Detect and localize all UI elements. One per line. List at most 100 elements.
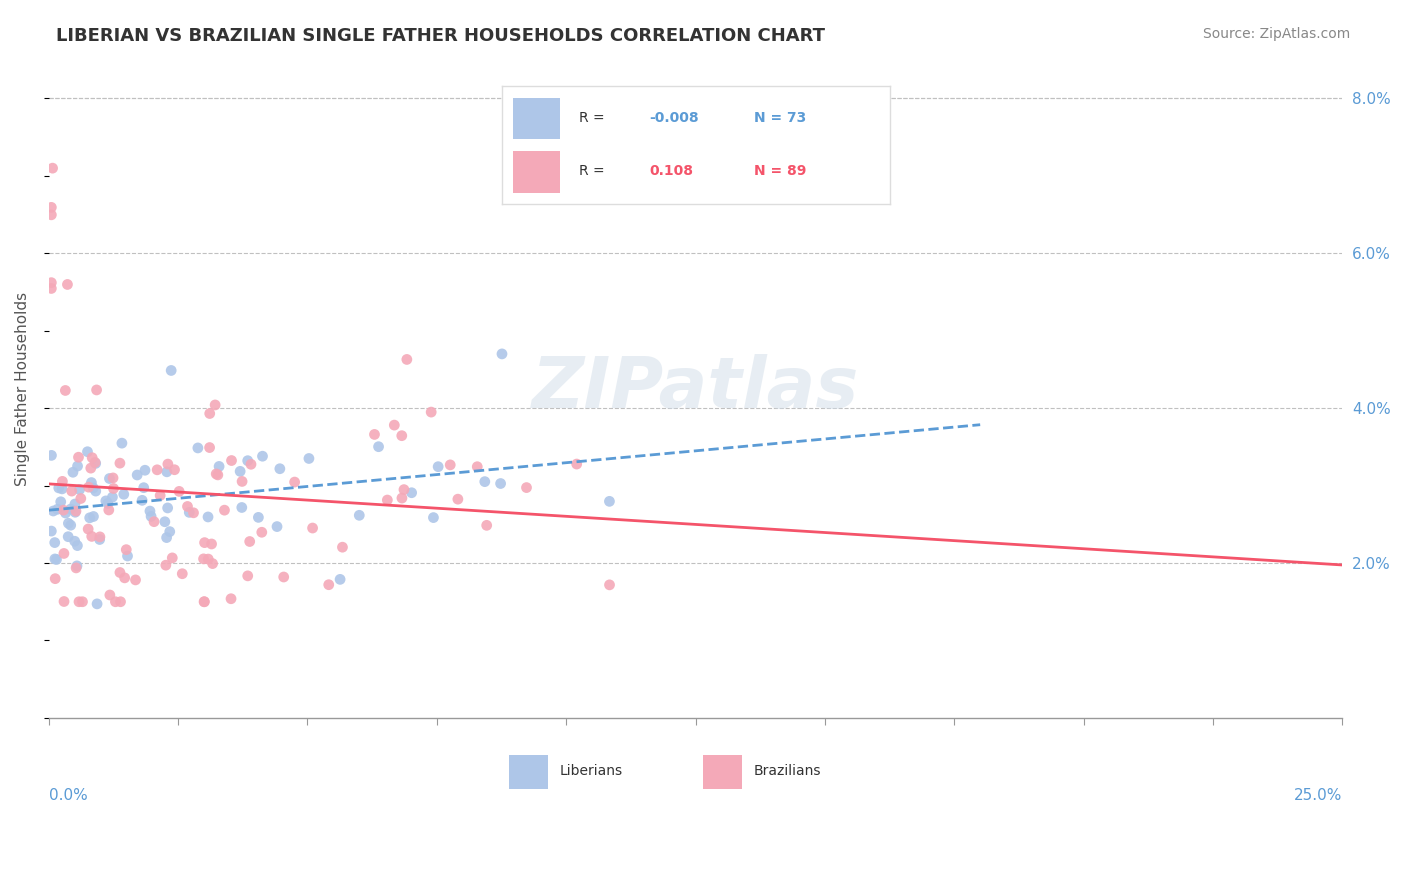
Point	[65, 561, 87, 575]
Point	[108, 566, 131, 580]
Point	[439, 458, 461, 472]
Point	[94, 494, 117, 508]
Point	[101, 490, 124, 504]
Point	[207, 467, 229, 482]
Point	[515, 481, 537, 495]
Point	[56, 277, 79, 292]
Point	[598, 494, 620, 508]
Point	[156, 500, 179, 515]
Point	[84, 484, 107, 499]
Point	[63, 497, 86, 511]
Point	[53, 594, 76, 608]
Point	[134, 463, 156, 477]
Point	[80, 529, 103, 543]
Point	[395, 352, 418, 367]
Point	[59, 502, 82, 516]
Point	[155, 558, 177, 573]
Point	[491, 347, 513, 361]
Point	[392, 483, 415, 497]
Point	[329, 573, 352, 587]
Point	[273, 570, 295, 584]
Point	[247, 510, 270, 524]
Point	[146, 463, 169, 477]
Point	[214, 503, 236, 517]
Point	[198, 407, 221, 421]
Point	[58, 516, 80, 531]
Point	[52, 503, 75, 517]
Point	[101, 471, 124, 485]
Point	[114, 571, 136, 585]
Point	[77, 480, 100, 494]
Point	[219, 591, 242, 606]
Point	[427, 459, 450, 474]
Point	[42, 504, 65, 518]
Point	[465, 459, 488, 474]
Point	[204, 398, 226, 412]
Point	[41, 208, 63, 222]
Point	[375, 493, 398, 508]
Text: 0.0%: 0.0%	[49, 788, 87, 803]
Point	[44, 535, 66, 549]
Point	[110, 595, 132, 609]
Point	[41, 276, 63, 290]
Point	[131, 493, 153, 508]
Point	[205, 467, 228, 481]
Point	[41, 524, 63, 538]
Point	[82, 481, 104, 495]
Point	[197, 552, 219, 566]
Point	[98, 588, 121, 602]
Point	[98, 471, 121, 485]
Point	[565, 457, 588, 471]
Point	[183, 506, 205, 520]
Point	[474, 475, 496, 489]
Point	[250, 525, 273, 540]
Point	[172, 566, 194, 581]
Point	[187, 441, 209, 455]
Point	[80, 461, 103, 475]
Point	[56, 530, 79, 544]
Point	[67, 595, 90, 609]
Point	[284, 475, 307, 489]
Point	[155, 531, 177, 545]
Point	[62, 465, 84, 479]
Point	[41, 200, 63, 214]
Point	[475, 518, 498, 533]
Point	[266, 519, 288, 533]
Point	[79, 511, 101, 525]
Point	[420, 405, 443, 419]
Point	[51, 475, 73, 489]
Point	[51, 482, 73, 496]
Point	[66, 459, 89, 474]
Point	[193, 595, 215, 609]
Point	[60, 484, 83, 499]
Point	[231, 475, 253, 489]
Point	[239, 534, 262, 549]
Point	[45, 552, 67, 566]
Point	[367, 440, 389, 454]
Point	[201, 557, 224, 571]
Point	[162, 550, 184, 565]
Point	[301, 521, 323, 535]
Point	[318, 578, 340, 592]
Point	[139, 509, 162, 524]
Point	[447, 492, 470, 507]
Point	[86, 597, 108, 611]
Point	[332, 540, 354, 554]
Point	[236, 453, 259, 467]
Point	[198, 441, 221, 455]
Point	[69, 491, 91, 506]
Point	[111, 436, 134, 450]
Point	[156, 457, 179, 471]
Point	[422, 510, 444, 524]
Point	[231, 500, 253, 515]
Point	[193, 595, 215, 609]
Point	[52, 546, 75, 560]
Point	[298, 451, 321, 466]
Point	[69, 483, 91, 497]
Point	[382, 418, 405, 433]
Text: LIBERIAN VS BRAZILIAN SINGLE FATHER HOUSEHOLDS CORRELATION CHART: LIBERIAN VS BRAZILIAN SINGLE FATHER HOUS…	[56, 27, 825, 45]
Point	[104, 595, 127, 609]
Point	[44, 552, 66, 566]
Point	[149, 488, 172, 502]
Point	[66, 558, 89, 573]
